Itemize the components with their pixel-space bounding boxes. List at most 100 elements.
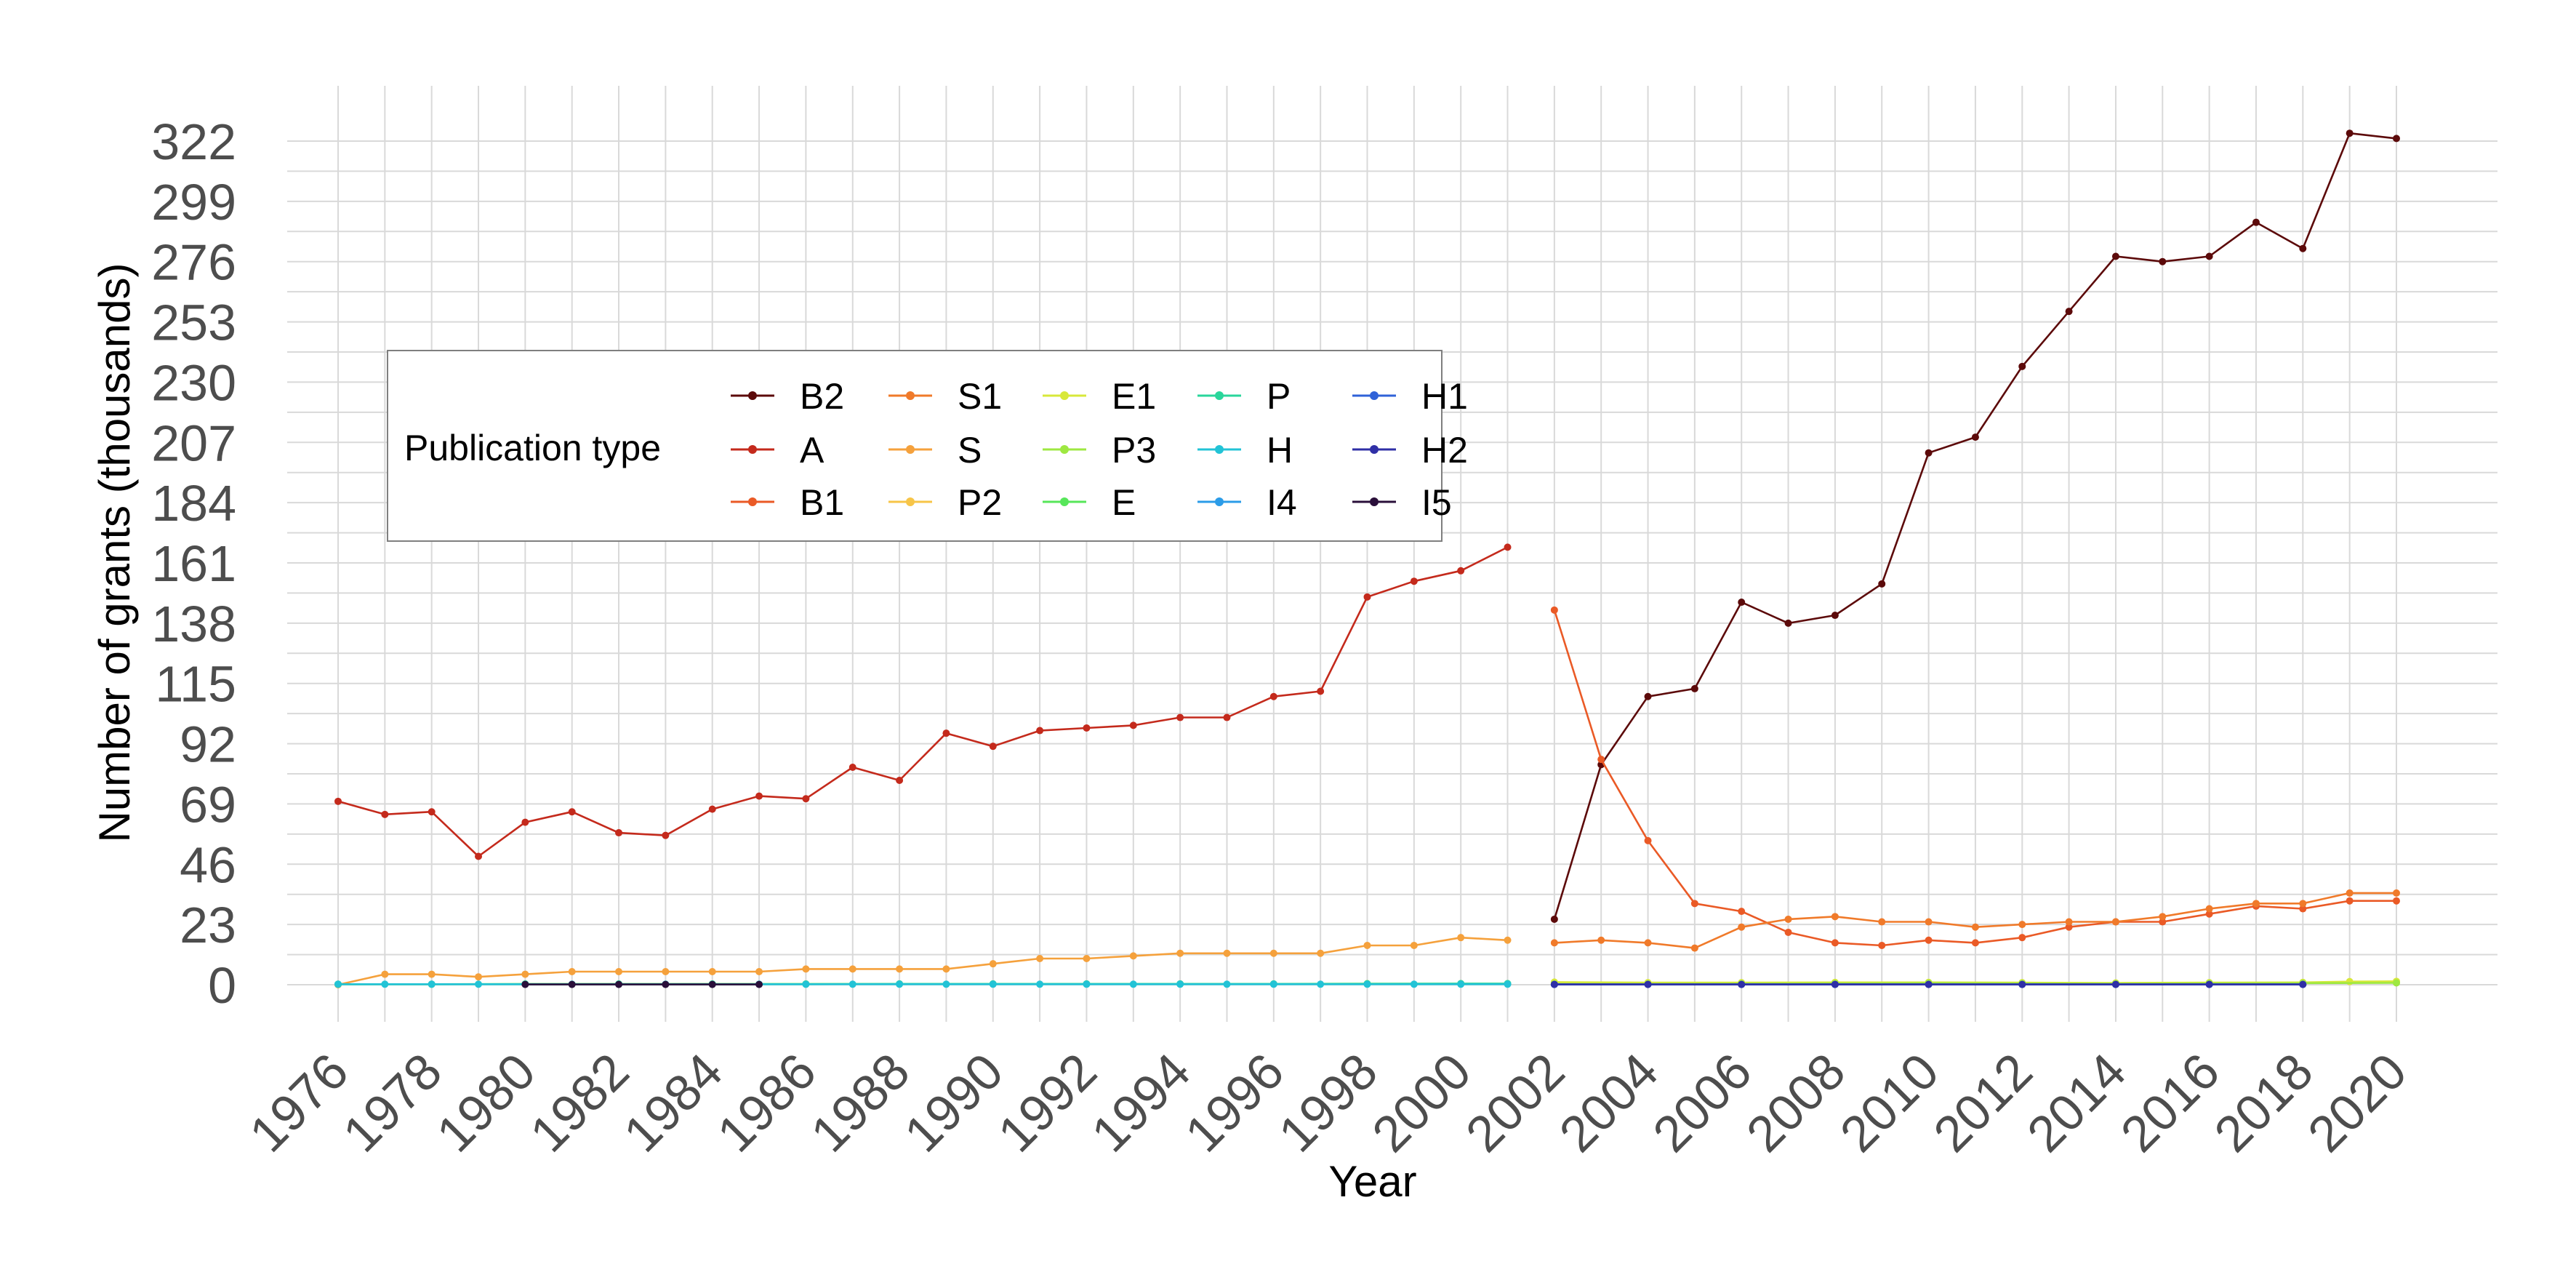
data-point [942,965,950,972]
data-point [1925,919,1933,926]
legend-label: P3 [1112,430,1156,471]
data-point [569,968,576,975]
legend-key-point [1370,497,1379,506]
data-point [709,968,716,975]
data-point [2252,219,2260,226]
data-point [1878,580,1885,588]
data-point [942,729,950,737]
x-tick-label: 1998 [1268,1042,1388,1162]
series-I5 [521,981,763,988]
data-point [521,819,529,826]
x-tick-label: 1988 [800,1042,920,1162]
legend-label: E [1112,482,1136,523]
data-point [381,971,388,978]
y-tick-label: 184 [151,475,236,532]
data-point [2112,253,2119,260]
data-point [896,980,903,988]
x-tick-label: 2016 [2110,1042,2230,1162]
y-tick-label: 115 [155,656,236,713]
data-point [381,811,388,818]
data-point [2206,253,2213,260]
legend-label: I5 [1421,482,1452,523]
data-point [2299,245,2306,252]
y-tick-label: 253 [151,295,236,351]
data-point [1364,942,1371,949]
data-point [1176,714,1184,721]
data-point [1551,916,1558,923]
data-point [709,981,716,988]
data-point [334,980,342,988]
data-point [1036,727,1043,735]
data-point [1364,980,1371,988]
data-point [1691,685,1698,692]
x-tick-label: 1992 [987,1042,1107,1162]
data-point [1083,955,1090,962]
data-point [1738,908,1745,915]
data-point [2066,308,2073,315]
legend-key-point [1060,391,1069,400]
legend-label: S [958,430,982,471]
y-tick-label: 0 [208,957,236,1014]
data-point [1317,950,1324,957]
data-point [1925,981,1933,988]
data-point [334,798,342,805]
data-point [1691,900,1698,907]
x-axis-ticks: 1976197819801982198419861988199019921994… [238,1042,2417,1162]
x-tick-label: 1996 [1174,1042,1294,1162]
legend-label: H1 [1421,376,1468,417]
y-tick-label: 299 [151,174,236,231]
y-tick-label: 23 [180,897,236,953]
data-point [1411,942,1418,949]
data-point [1878,942,1885,949]
data-point [1597,756,1605,763]
x-tick-label: 1976 [238,1042,358,1162]
data-point [428,980,436,988]
data-point [755,981,763,988]
x-tick-label: 2006 [1642,1042,1762,1162]
legend-label: A [800,430,824,471]
legend-key-point [1215,445,1224,454]
x-tick-label: 1978 [332,1042,452,1162]
x-tick-label: 1982 [519,1042,639,1162]
legend-label: P2 [958,482,1002,523]
data-point [1036,980,1043,988]
data-point [1878,919,1885,926]
y-tick-label: 46 [180,836,236,893]
x-tick-label: 2004 [1549,1042,1669,1162]
data-point [990,980,997,988]
data-point [1972,924,1979,931]
data-point [1785,916,1792,923]
data-point [428,808,436,815]
data-point [709,806,716,813]
data-point [1738,981,1745,988]
data-point [2346,897,2354,905]
data-point [1972,433,1979,441]
data-point [2346,129,2354,137]
data-point [2393,897,2400,905]
data-point [2393,979,2400,986]
data-point [1083,980,1090,988]
data-point [2112,919,2119,926]
data-point [1223,714,1230,721]
data-point [1738,599,1745,606]
data-point [1457,567,1464,575]
data-point [990,743,997,750]
data-point [662,968,669,975]
data-point [2112,981,2119,988]
x-tick-label: 2014 [2016,1042,2136,1162]
data-point [1083,724,1090,732]
data-point [662,981,669,988]
y-tick-label: 92 [180,716,236,773]
data-point [1831,939,1839,946]
data-point [1317,980,1324,988]
data-point [1504,543,1512,551]
data-point [475,973,482,980]
data-point [1364,593,1371,601]
data-point [475,980,482,988]
data-point [615,829,622,836]
legend-label: S1 [958,376,1002,417]
legend-label: H2 [1421,430,1468,471]
legend-title: Publication type [404,428,661,468]
data-point [2066,919,2073,926]
data-point [1645,939,1652,946]
